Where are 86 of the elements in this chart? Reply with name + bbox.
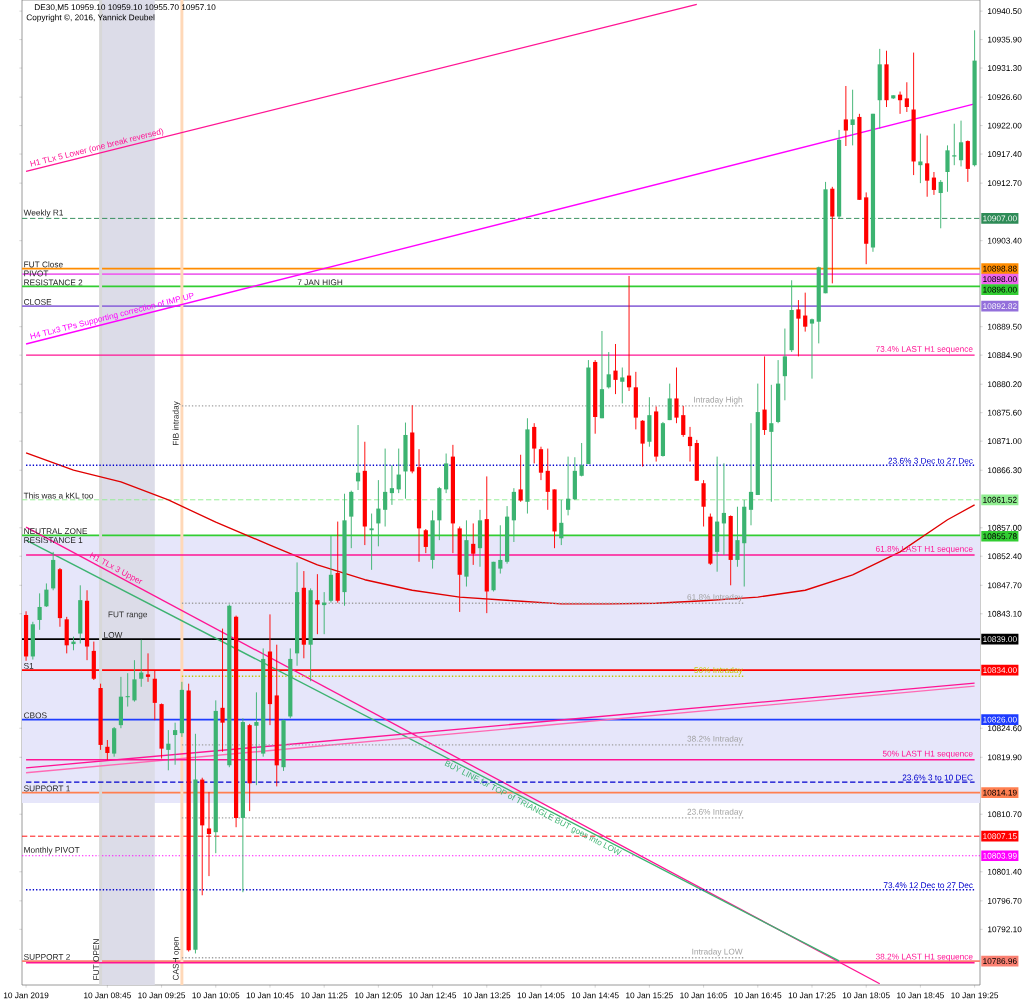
- y-tick-label: 10889.50: [988, 323, 1022, 330]
- y-tick-label: 10843.10: [988, 610, 1022, 617]
- series-label: 50% LAST H1 sequence: [882, 750, 973, 759]
- y-tick-label: 10917.40: [988, 151, 1022, 157]
- series-label: 73.4% 12 Dec to 27 Dec: [883, 882, 973, 889]
- x-tick-label: 10 Jan 13:25: [463, 992, 511, 999]
- annotation: LOW: [104, 632, 123, 638]
- y-tick-label: 10801.40: [988, 868, 1022, 875]
- annotation: 7 JAN HIGH: [297, 279, 343, 286]
- ref-line-label: 10898.88: [983, 265, 1017, 272]
- ref-line-label: 10898.00: [983, 276, 1017, 283]
- y-tick-label: 10857.00: [988, 524, 1022, 531]
- x-tick-label: 10 Jan 18:45: [897, 992, 944, 999]
- y-tick-label: 10922.00: [988, 122, 1022, 129]
- y-tick-label: 10810.70: [988, 811, 1022, 818]
- ref-line-label: 10803.99: [983, 852, 1017, 859]
- y-tick-label: 10852.40: [988, 553, 1022, 560]
- series-label: 38.2% LAST H1 sequence: [875, 953, 973, 962]
- series-label: Intraday High: [694, 396, 743, 405]
- annotation: CBOS: [24, 712, 47, 719]
- annotation: CLOSE: [24, 299, 52, 305]
- series-label: 73.4% LAST H1 sequence: [875, 346, 973, 354]
- y-tick-label: 10912.70: [988, 180, 1022, 187]
- y-tick-label: 10931.30: [988, 65, 1022, 71]
- annotation: Copyright ©, 2016, Yannick Deubel: [26, 14, 155, 22]
- x-tick-label: 10 Jan 14:05: [517, 992, 565, 999]
- ref-line-label: 10807.15: [983, 833, 1017, 840]
- y-tick-label: 10940.50: [988, 8, 1022, 15]
- y-tick-label: 10875.60: [988, 409, 1022, 416]
- ref-line-label: 10786.96: [983, 958, 1017, 965]
- annotation: This was a kKL too: [23, 492, 94, 499]
- y-tick-label: 10866.30: [988, 467, 1022, 474]
- chart-title: DE30,M5 10959.10 10959.10 10955.70 10957.10: [34, 4, 216, 12]
- ref-line-label: 10892.82: [983, 303, 1017, 310]
- series-label: 38.2% Intraday: [687, 735, 743, 744]
- series-label: 23.6% 3 Dec to 27 Dec: [888, 457, 973, 464]
- x-tick-label: 10 Jan 16:05: [680, 992, 728, 999]
- x-tick-label: 10 Jan 10:05: [192, 992, 240, 999]
- x-tick-label: 10 Jan 08:45: [84, 992, 131, 999]
- y-tick-label: 10871.00: [988, 438, 1022, 445]
- ref-line-label: 10814.19: [983, 789, 1017, 796]
- x-tick-label: 10 Jan 09:25: [138, 992, 186, 999]
- annotation: SUPPORT 2: [24, 954, 70, 960]
- text: H1 TLx 5 Lower (one break reversed): [30, 128, 164, 167]
- y-tick-label: 10847.70: [988, 582, 1022, 589]
- annotation: S1: [24, 662, 34, 669]
- x-tick-label: 10 Jan 11:25: [301, 992, 348, 999]
- y-tick-label: 10903.40: [988, 237, 1022, 244]
- ref-line-label: FUT OPEN: [93, 939, 99, 980]
- x-tick-label: 10 Jan 12:05: [355, 992, 402, 999]
- series-label: Intraday LOW: [692, 948, 743, 957]
- y-tick-label: 10884.90: [988, 352, 1022, 359]
- y-tick-label: 10880.20: [988, 381, 1022, 388]
- annotation: RESISTANCE 2: [24, 279, 83, 286]
- x-tick-label: 10 Jan 17:25: [788, 992, 836, 999]
- ref-line-label: 10834.00: [983, 667, 1017, 673]
- x-tick-label: 10 Jan 12:45: [409, 992, 457, 999]
- annotation: Monthly PIVOT: [24, 846, 80, 855]
- x-tick-label: 10 Jan 2019: [3, 992, 49, 999]
- x-tick-label: 10 Jan 10:45: [246, 992, 294, 999]
- series-label: 23.6% Intraday: [687, 808, 743, 817]
- ref-line-label: 10861.52: [983, 496, 1017, 503]
- y-tick-label: 10824.60: [988, 725, 1022, 732]
- y-tick-label: 10819.90: [988, 754, 1022, 761]
- series-label: 50% Intraday: [694, 666, 743, 675]
- y-tick-label: 10926.60: [988, 94, 1022, 101]
- ref-line-label: 10855.78: [983, 533, 1017, 540]
- ref-line-label: 10896.00: [983, 286, 1017, 293]
- ref-line-label: 10907.00: [983, 215, 1017, 222]
- annotation: FUT Close: [24, 261, 63, 268]
- y-tick-label: 10792.10: [988, 926, 1022, 933]
- annotation: FIB intraday: [172, 401, 181, 446]
- x-tick-label: 10 Jan 15:25: [626, 992, 673, 999]
- x-tick-label: 10 Jan 18:05: [842, 992, 890, 999]
- x-tick-label: 10 Jan 16:45: [734, 992, 782, 999]
- y-tick-label: 10935.90: [988, 36, 1022, 43]
- ref-line-label: 10839.00: [983, 636, 1017, 643]
- annotation: SUPPORT 1: [24, 785, 70, 792]
- ref-line-label: 10826.00: [983, 716, 1017, 723]
- x-tick-label: 10 Jan 14:45: [571, 992, 619, 999]
- band-label: FUT range: [108, 611, 148, 619]
- x-tick-label: 10 Jan 19:25: [951, 992, 999, 999]
- annotation: Weekly R1: [23, 209, 64, 218]
- y-tick-label: 10796.70: [988, 897, 1022, 904]
- annotation: PIVOT: [24, 270, 49, 277]
- series-label: 23.6% 3 to 10 DEC: [902, 774, 973, 781]
